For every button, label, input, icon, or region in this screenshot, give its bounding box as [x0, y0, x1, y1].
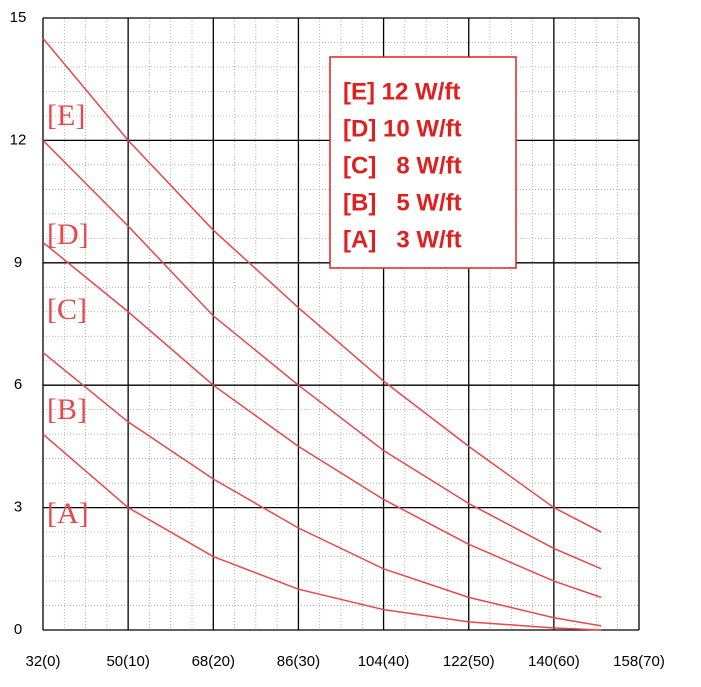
curve-label: [B]	[47, 393, 87, 426]
legend-entry: [A] 3 W/ft	[343, 226, 462, 253]
y-tick-label: 9	[14, 254, 22, 271]
x-tick-label: 86(30)	[277, 653, 320, 670]
x-tick-label: 140(60)	[528, 653, 580, 670]
y-tick-label: 15	[10, 9, 27, 26]
x-tick-label: 68(20)	[192, 653, 235, 670]
x-tick-label: 122(50)	[443, 653, 495, 670]
x-tick-label: 32(0)	[25, 653, 60, 670]
y-tick-label: 0	[14, 621, 22, 638]
legend-entry: [D] 10 W/ft	[343, 115, 462, 142]
legend-box	[329, 56, 517, 269]
legend-entry: [B] 5 W/ft	[343, 189, 462, 216]
x-tick-label: 158(70)	[613, 653, 665, 670]
series-line	[42, 241, 602, 599]
curve-label: [E]	[47, 99, 85, 132]
series-line	[42, 433, 602, 631]
legend-entry: [E] 12 W/ft	[343, 78, 460, 105]
series-line	[42, 139, 602, 570]
y-tick-label: 12	[10, 131, 27, 148]
y-tick-label: 6	[14, 376, 22, 393]
series-line	[42, 37, 602, 533]
curve-label: [A]	[47, 497, 89, 530]
curve-label: [C]	[47, 293, 87, 326]
y-tick-label: 3	[14, 499, 22, 516]
x-tick-label: 50(10)	[106, 653, 149, 670]
curve-label: [D]	[47, 218, 89, 251]
series-line	[42, 351, 602, 627]
legend-entry: [C] 8 W/ft	[343, 152, 462, 179]
x-tick-label: 104(40)	[358, 653, 410, 670]
